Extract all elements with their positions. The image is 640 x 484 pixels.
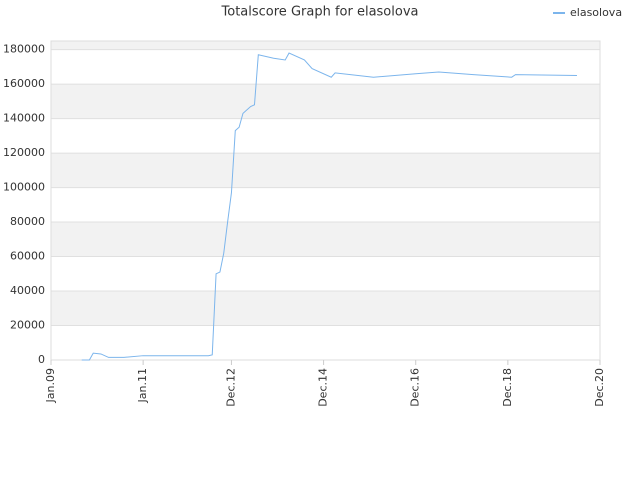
y-tick-label: 160000 (3, 77, 45, 90)
y-tick-label: 40000 (10, 284, 45, 297)
grid-band (51, 222, 600, 257)
y-tick-label: 100000 (3, 181, 45, 194)
legend-label: elasolova (570, 6, 622, 19)
x-tick-label: Dec.18 (501, 368, 514, 407)
y-tick-label: 180000 (3, 43, 45, 56)
y-tick-label: 60000 (10, 250, 45, 263)
x-tick-label: Jan.11 (136, 368, 149, 403)
x-tick-label: Dec.12 (224, 368, 237, 407)
x-tick-label: Dec.20 (593, 368, 606, 407)
y-tick-label: 20000 (10, 319, 45, 332)
y-tick-label: 120000 (3, 146, 45, 159)
line (81, 52, 577, 361)
x-tick-label: Dec.16 (409, 368, 422, 407)
x-tick-label: Dec.14 (317, 368, 330, 407)
grid-band (51, 41, 600, 50)
y-tick-label: 140000 (3, 112, 45, 125)
x-tick-label: Jan.09 (44, 368, 57, 403)
plot-border (50, 40, 601, 361)
y-tick-label: 0 (38, 353, 45, 366)
grid-band (51, 84, 600, 119)
grid-band (51, 153, 600, 188)
grid-band (51, 291, 600, 326)
y-tick-label: 80000 (10, 215, 45, 228)
chart-title: Totalscore Graph for elasolova (221, 5, 419, 20)
